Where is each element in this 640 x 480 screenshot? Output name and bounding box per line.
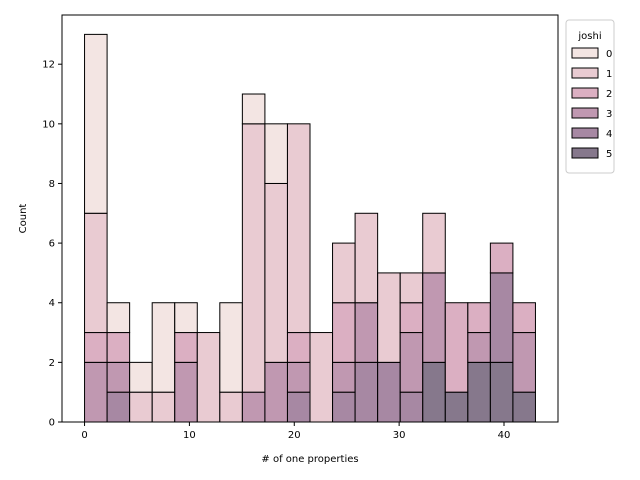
bar-segment-bin15-joshi-1: [422, 212, 446, 274]
x-tick-label: 10: [183, 430, 196, 441]
legend-swatch-2: [571, 87, 599, 99]
bar-segment-bin14-joshi-1: [399, 272, 424, 304]
bar-segment-bin18-joshi-4: [489, 272, 514, 363]
bar-segment-bin18-joshi-2: [489, 242, 514, 274]
bar-segment-bin1-joshi-0: [106, 302, 131, 334]
bar-segment-bin2-joshi-0: [129, 361, 153, 393]
y-axis-label: Count: [18, 204, 29, 234]
y-tick-label: 4: [49, 298, 55, 309]
bars-layer: [84, 33, 536, 423]
bar-segment-bin15-joshi-3: [422, 272, 446, 363]
bar-segment-bin19-joshi-5: [512, 391, 536, 423]
legend-label-1: 1: [606, 69, 612, 80]
bar-segment-bin4-joshi-0: [174, 302, 198, 334]
bar-segment-bin11-joshi-4: [332, 391, 356, 423]
y-tick-label: 0: [49, 418, 55, 429]
legend-label-0: 0: [606, 49, 612, 60]
bar-segment-bin12-joshi-3: [354, 302, 379, 363]
bar-segment-bin11-joshi-2: [332, 302, 356, 363]
bar-segment-bin16-joshi-2: [444, 302, 469, 393]
bar-segment-bin0-joshi-1: [84, 212, 108, 334]
bar-segment-bin12-joshi-4: [354, 361, 379, 423]
bar-segment-bin17-joshi-2: [467, 302, 491, 334]
bar-segment-bin17-joshi-5: [467, 361, 491, 423]
y-tick-label: 12: [42, 60, 55, 71]
legend-label-5: 5: [606, 149, 612, 160]
bar-segment-bin19-joshi-3: [512, 332, 536, 393]
legend-label-3: 3: [606, 109, 612, 120]
y-tick-label: 10: [42, 119, 55, 130]
bar-segment-bin15-joshi-5: [422, 361, 446, 423]
bar-segment-bin8-joshi-3: [264, 361, 288, 423]
x-tick-label: 20: [288, 430, 301, 441]
bar-segment-bin11-joshi-3: [332, 361, 356, 393]
bar-segment-bin18-joshi-5: [489, 361, 514, 423]
bar-segment-bin9-joshi-4: [286, 391, 311, 423]
bar-segment-bin9-joshi-1: [286, 123, 311, 334]
bar-segment-bin1-joshi-2: [106, 332, 131, 363]
x-tick-label: 40: [498, 430, 511, 441]
legend-label-2: 2: [606, 89, 612, 100]
bar-segment-bin13-joshi-1: [377, 272, 401, 363]
bar-segment-bin8-joshi-0: [264, 123, 288, 184]
bar-segment-bin9-joshi-2: [286, 332, 311, 363]
y-tick-label: 2: [49, 358, 55, 369]
legend-items: 0 1 2 3 4 5: [571, 47, 612, 160]
bar-segment-bin14-joshi-3: [399, 332, 424, 393]
bar-segment-bin0-joshi-0: [84, 33, 108, 214]
bar-segment-bin6-joshi-1: [219, 391, 243, 423]
bar-segment-bin3-joshi-1: [151, 391, 176, 423]
bar-segment-bin19-joshi-2: [512, 302, 536, 334]
bar-segment-bin0-joshi-3: [84, 361, 108, 423]
y-tick-label: 6: [49, 239, 55, 250]
bar-segment-bin4-joshi-2: [174, 332, 198, 363]
bar-segment-bin3-joshi-0: [151, 302, 176, 393]
bar-segment-bin17-joshi-3: [467, 332, 491, 363]
bar-segment-bin2-joshi-1: [129, 391, 153, 423]
plot-frame: [61, 14, 559, 423]
bar-segment-bin1-joshi-4: [106, 391, 131, 423]
bar-segment-bin4-joshi-3: [174, 361, 198, 423]
bar-segment-bin16-joshi-5: [444, 391, 469, 423]
legend-swatch-0: [571, 47, 599, 59]
bar-segment-bin1-joshi-3: [106, 361, 131, 393]
bar-segment-bin6-joshi-0: [219, 302, 243, 393]
bar-segment-bin12-joshi-1: [354, 212, 379, 304]
bar-segment-bin9-joshi-3: [286, 361, 311, 393]
bar-segment-bin7-joshi-1: [241, 123, 266, 393]
bar-segment-bin14-joshi-4: [399, 391, 424, 423]
legend-swatch-3: [571, 107, 599, 119]
bar-segment-bin10-joshi-1: [309, 332, 334, 423]
legend-swatch-4: [571, 127, 599, 139]
y-tick-label: 8: [49, 179, 55, 190]
bar-segment-bin8-joshi-1: [264, 182, 288, 363]
legend-swatch-1: [571, 67, 599, 79]
y-axis: 0 2 4 6 8 10 12: [42, 60, 62, 429]
x-axis: 0 10 20 30 40: [81, 422, 510, 441]
x-tick-label: 30: [393, 430, 406, 441]
bar-segment-bin14-joshi-2: [399, 302, 424, 334]
bar-segment-bin13-joshi-4: [377, 361, 401, 423]
legend-label-4: 4: [606, 129, 612, 140]
bar-segment-bin0-joshi-2: [84, 332, 108, 363]
bar-segment-bin7-joshi-0: [241, 93, 266, 125]
x-axis-label: # of one properties: [261, 454, 358, 465]
bar-segment-bin11-joshi-1: [332, 242, 356, 304]
bar-segment-bin7-joshi-3: [241, 391, 266, 423]
x-tick-label: 0: [81, 430, 87, 441]
legend-title: joshi: [577, 31, 601, 42]
bar-segment-bin5-joshi-1: [196, 332, 221, 423]
legend: joshi 0 1 2 3 4 5: [565, 19, 615, 174]
legend-swatch-5: [571, 147, 599, 159]
